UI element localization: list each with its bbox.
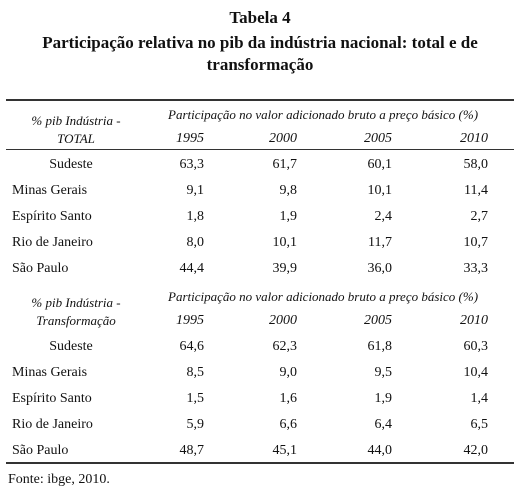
cell-value: 1,9 [374,391,393,406]
cell-value: 2,7 [470,209,489,224]
cell-value: 63,3 [179,157,205,172]
row-label: São Paulo [12,261,69,276]
row-header-label: TOTAL [57,131,95,146]
cell-value: 10,1 [367,183,393,198]
span-header: Participação no valor adicionado bruto a… [168,289,479,304]
cell-value: 33,3 [463,261,489,276]
cell-value: 48,7 [179,443,205,458]
cell-value: 10,1 [272,235,298,250]
cell-value: 1,8 [186,209,205,224]
cell-value: 1,6 [279,391,298,406]
year-header: 2000 [269,131,297,146]
cell-value: 2,4 [374,209,393,224]
cell-value: 10,4 [463,365,489,380]
footer: Fonte: ibge, 2010. [8,472,110,487]
cell-value: 45,1 [272,443,298,458]
cell-value: 60,3 [463,339,489,354]
cell-value: 60,1 [367,157,393,172]
row-label: Espírito Santo [12,391,92,406]
row-label: Rio de Janeiro [12,235,93,250]
row-label: Sudeste [49,157,93,172]
cell-value: 6,5 [470,417,489,432]
cell-value: 39,9 [272,261,298,276]
row-label: Espírito Santo [12,209,92,224]
cell-value: 42,0 [463,443,489,458]
cell-value: 1,4 [470,391,489,406]
cell-value: 62,3 [272,339,298,354]
subtitle: Participação relativa no pib da indústri… [42,33,478,74]
cell-value: 9,8 [279,183,298,198]
span-header: Participação no valor adicionado bruto a… [168,107,479,122]
row-label: Minas Gerais [12,183,88,198]
cell-value: 11,7 [368,235,392,250]
cell-value: 61,7 [272,157,298,172]
cell-value: 11,4 [464,183,488,198]
cell-value: 44,4 [179,261,205,276]
cell-value: 5,9 [186,417,205,432]
cell-value: 9,1 [186,183,205,198]
row-header-label: % pib Indústria - [31,295,121,310]
cell-value: 8,0 [186,235,205,250]
cell-value: 6,4 [374,417,393,432]
cell-value: 1,5 [186,391,205,406]
cell-value: 64,6 [179,339,205,354]
year-header: 2005 [364,313,392,328]
top-rule [6,99,514,101]
cell-value: 9,0 [279,365,298,380]
title: Tabela 4 [229,8,291,27]
year-header: 2005 [364,131,392,146]
cell-value: 36,0 [367,261,393,276]
cell-value: 6,6 [279,417,298,432]
cell-value: 44,0 [367,443,393,458]
row-header-label: Transformação [36,313,116,328]
year-header: 1995 [176,313,204,328]
cell-value: 9,5 [374,365,393,380]
cell-value: 10,7 [463,235,489,250]
year-header: 1995 [176,131,204,146]
year-header: 2000 [269,313,297,328]
row-label: Minas Gerais [12,365,88,380]
row-label: Rio de Janeiro [12,417,93,432]
row-header-label: % pib Indústria - [31,113,121,128]
header-rule [6,149,514,150]
row-label: São Paulo [12,443,69,458]
cell-value: 8,5 [186,365,205,380]
bottom-rule [6,462,514,464]
year-header: 2010 [460,313,488,328]
year-header: 2010 [460,131,488,146]
cell-value: 58,0 [463,157,489,172]
cell-value: 61,8 [367,339,393,354]
row-label: Sudeste [49,339,93,354]
cell-value: 1,9 [279,209,298,224]
